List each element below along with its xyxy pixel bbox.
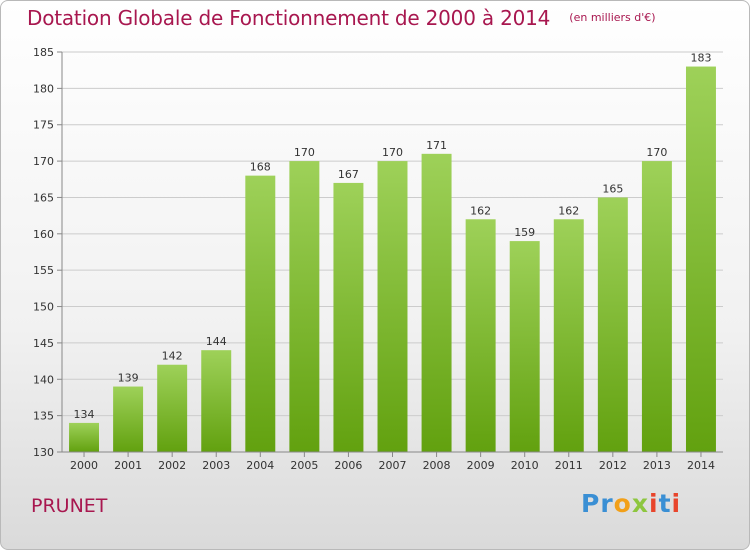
bar-value-label: 170 bbox=[646, 146, 667, 159]
bar-value-label: 170 bbox=[382, 146, 403, 159]
x-tick-label: 2002 bbox=[158, 459, 186, 472]
x-tick-label: 2009 bbox=[467, 459, 495, 472]
bar bbox=[201, 350, 232, 452]
y-tick-label: 155 bbox=[33, 264, 54, 277]
bar-value-label: 134 bbox=[74, 408, 95, 421]
bar bbox=[597, 197, 628, 452]
bar bbox=[465, 219, 496, 452]
bar-value-label: 139 bbox=[118, 372, 139, 385]
bar bbox=[509, 241, 540, 452]
axis-layer: 130 135 140 145 150 155 160 165 170 175 180 185 2000… bbox=[33, 46, 723, 472]
bar-value-label: 183 bbox=[690, 52, 711, 65]
y-tick-label: 130 bbox=[33, 446, 54, 459]
x-tick-label: 2012 bbox=[599, 459, 627, 472]
logo-letter: t bbox=[658, 489, 672, 518]
logo-letter: x bbox=[631, 489, 649, 518]
bar-value-label: 167 bbox=[338, 168, 359, 181]
bar-value-label: 159 bbox=[514, 226, 535, 239]
x-tick-label: 2007 bbox=[379, 459, 407, 472]
x-tick-label: 2013 bbox=[643, 459, 671, 472]
y-tick-label: 160 bbox=[33, 228, 54, 241]
bar bbox=[245, 175, 276, 453]
chart-title: Dotation Globale de Fonctionnement de 20… bbox=[27, 6, 551, 30]
chart-subtitle: (en milliers d'€) bbox=[569, 11, 656, 24]
bar bbox=[553, 219, 584, 452]
x-tick-label: 2008 bbox=[423, 459, 451, 472]
x-tick-label: 2014 bbox=[687, 459, 715, 472]
logo-letter: P bbox=[581, 489, 601, 518]
x-tick-label: 2011 bbox=[555, 459, 583, 472]
y-tick-label: 150 bbox=[33, 301, 54, 314]
commune-name: PRUNET bbox=[31, 495, 108, 517]
bar bbox=[333, 182, 364, 452]
y-tick-label: 180 bbox=[33, 82, 54, 95]
logo-letter: o bbox=[613, 489, 632, 518]
x-tick-label: 2001 bbox=[114, 459, 142, 472]
logo-letter: r bbox=[600, 489, 614, 518]
bar-value-label: 170 bbox=[294, 146, 315, 159]
bar bbox=[641, 161, 672, 452]
y-tick-label: 185 bbox=[33, 46, 54, 59]
bar-value-label: 142 bbox=[162, 350, 183, 363]
x-tick-label: 2006 bbox=[334, 459, 362, 472]
bar-value-label: 168 bbox=[250, 161, 271, 174]
y-tick-label: 165 bbox=[33, 191, 54, 204]
y-tick-label: 140 bbox=[33, 373, 54, 386]
bar-value-label: 165 bbox=[602, 182, 623, 195]
bar-value-label: 162 bbox=[470, 204, 491, 217]
bar-value-label: 162 bbox=[558, 204, 579, 217]
bar bbox=[377, 161, 408, 452]
logo-letter: i bbox=[671, 489, 682, 518]
y-tick-label: 135 bbox=[33, 410, 54, 423]
logo-letter: i bbox=[649, 489, 659, 518]
bar-layer: 134 139 142 144 168 170 167 170 171 162 159 162 165 1… bbox=[69, 52, 716, 453]
bar bbox=[113, 386, 144, 452]
proxiti-logo: Proxiti bbox=[581, 489, 681, 518]
bar bbox=[289, 161, 320, 452]
bar bbox=[421, 153, 452, 452]
title-row: Dotation Globale de Fonctionnement de 20… bbox=[27, 6, 656, 30]
bar bbox=[157, 364, 188, 452]
y-tick-label: 170 bbox=[33, 155, 54, 168]
y-tick-label: 175 bbox=[33, 119, 54, 132]
bar-value-label: 144 bbox=[206, 335, 227, 348]
x-tick-label: 2010 bbox=[511, 459, 539, 472]
bar bbox=[685, 66, 716, 452]
x-tick-label: 2004 bbox=[246, 459, 274, 472]
bar-value-label: 171 bbox=[426, 139, 447, 152]
bar bbox=[69, 422, 100, 452]
x-tick-label: 2005 bbox=[290, 459, 318, 472]
y-tick-label: 145 bbox=[33, 337, 54, 350]
x-tick-label: 2000 bbox=[70, 459, 98, 472]
x-tick-label: 2003 bbox=[202, 459, 230, 472]
